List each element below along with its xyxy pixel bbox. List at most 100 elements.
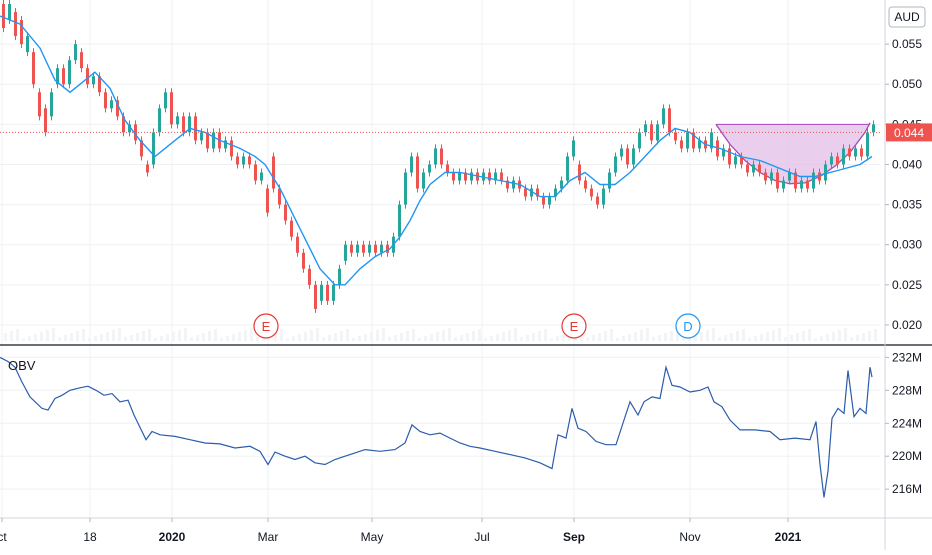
- volume-bar: [826, 334, 829, 341]
- volume-bar: [88, 338, 91, 341]
- volume-bar: [766, 332, 769, 341]
- volume-bar: [610, 329, 613, 341]
- volume-bar: [310, 330, 313, 341]
- volume-bar: [862, 333, 865, 341]
- volume-bar: [736, 331, 739, 341]
- volume-bar: [748, 338, 751, 341]
- time-tick-label: 2021: [775, 530, 802, 544]
- indicator-title: OBV: [8, 358, 36, 373]
- volume-bar: [658, 335, 661, 341]
- volume-bar: [742, 329, 745, 341]
- candle-up: [224, 140, 227, 149]
- candle-up: [722, 148, 725, 157]
- volume-bar: [82, 329, 85, 341]
- volume-bar: [796, 333, 799, 341]
- volume-bar: [550, 338, 553, 341]
- candle-down: [776, 172, 779, 189]
- candle-down: [116, 100, 119, 117]
- volume-bar: [178, 330, 181, 341]
- candle-up: [242, 156, 245, 165]
- candle-up: [548, 196, 551, 205]
- volume-bar: [232, 334, 235, 341]
- candle-up: [368, 244, 371, 253]
- axis-labels: AUD OBV 0.044: [8, 6, 932, 373]
- volume-bar: [532, 333, 535, 341]
- volume-bar: [772, 330, 775, 341]
- candle-up: [338, 268, 341, 285]
- indicator-pane[interactable]: [0, 356, 873, 498]
- volume-bar: [754, 336, 757, 341]
- volume-bar: [160, 336, 163, 341]
- volume-bar: [460, 335, 463, 341]
- candle-up: [422, 172, 425, 189]
- candle-down: [386, 244, 389, 253]
- event-marker[interactable]: D: [675, 313, 701, 339]
- volume-bar: [484, 338, 487, 341]
- time-tick-label: Nov: [679, 530, 700, 544]
- volume-bar: [808, 329, 811, 341]
- volume-bar: [142, 331, 145, 341]
- volume-bar: [586, 337, 589, 341]
- candle-down: [626, 148, 629, 165]
- volume-bar: [250, 328, 253, 341]
- volume-bar: [370, 332, 373, 341]
- candle-down: [350, 244, 353, 253]
- volume-bar: [616, 338, 619, 341]
- candle-up: [68, 60, 71, 85]
- volume-bar: [700, 332, 703, 341]
- volume-bar: [802, 331, 805, 341]
- volume-bar: [526, 335, 529, 341]
- candle-up: [434, 148, 437, 165]
- volume-bar: [628, 334, 631, 341]
- volume-bar: [226, 336, 229, 341]
- candle-down: [668, 108, 671, 133]
- candle-up: [620, 148, 623, 157]
- candle-down: [674, 132, 677, 141]
- volume-bar: [274, 331, 277, 341]
- candle-down: [578, 164, 581, 181]
- volume-bar: [424, 336, 427, 341]
- volume-bar: [478, 329, 481, 341]
- volume-bar: [400, 333, 403, 341]
- candle-up: [410, 156, 413, 173]
- volume-bar: [730, 333, 733, 341]
- candle-up: [662, 108, 665, 125]
- candle-down: [758, 164, 761, 173]
- event-marker[interactable]: E: [561, 313, 587, 339]
- volume-bar: [256, 337, 259, 341]
- event-marker-label: E: [262, 319, 271, 334]
- candle-down: [248, 156, 251, 165]
- volume-bar: [352, 338, 355, 341]
- candle-up: [566, 156, 569, 181]
- price-pane[interactable]: [0, 0, 880, 313]
- currency-box[interactable]: AUD: [888, 6, 926, 28]
- candle-down: [38, 92, 41, 117]
- currency-label: AUD: [894, 10, 920, 24]
- volume-bar: [34, 334, 37, 341]
- time-tick-label: 18: [83, 530, 97, 544]
- volume-bar: [706, 330, 709, 341]
- volume-bar: [346, 329, 349, 341]
- volume-bar: [682, 338, 685, 341]
- candle-down: [416, 156, 419, 189]
- candle-up: [752, 164, 755, 173]
- last-price-label: 0.044: [894, 126, 924, 140]
- time-tick-label: Jul: [474, 530, 489, 544]
- candle-down: [62, 68, 65, 85]
- candle-up: [554, 188, 557, 197]
- volume-bar: [466, 333, 469, 341]
- candle-up: [842, 148, 845, 165]
- volume-bar: [76, 331, 79, 341]
- candle-up: [512, 180, 515, 189]
- volume-bar: [622, 336, 625, 341]
- event-marker-label: E: [570, 319, 579, 334]
- event-marker[interactable]: E: [253, 313, 279, 339]
- candle-up: [602, 188, 605, 205]
- candle-up: [26, 36, 29, 53]
- volume-bar: [334, 333, 337, 341]
- volume-bar: [148, 329, 151, 341]
